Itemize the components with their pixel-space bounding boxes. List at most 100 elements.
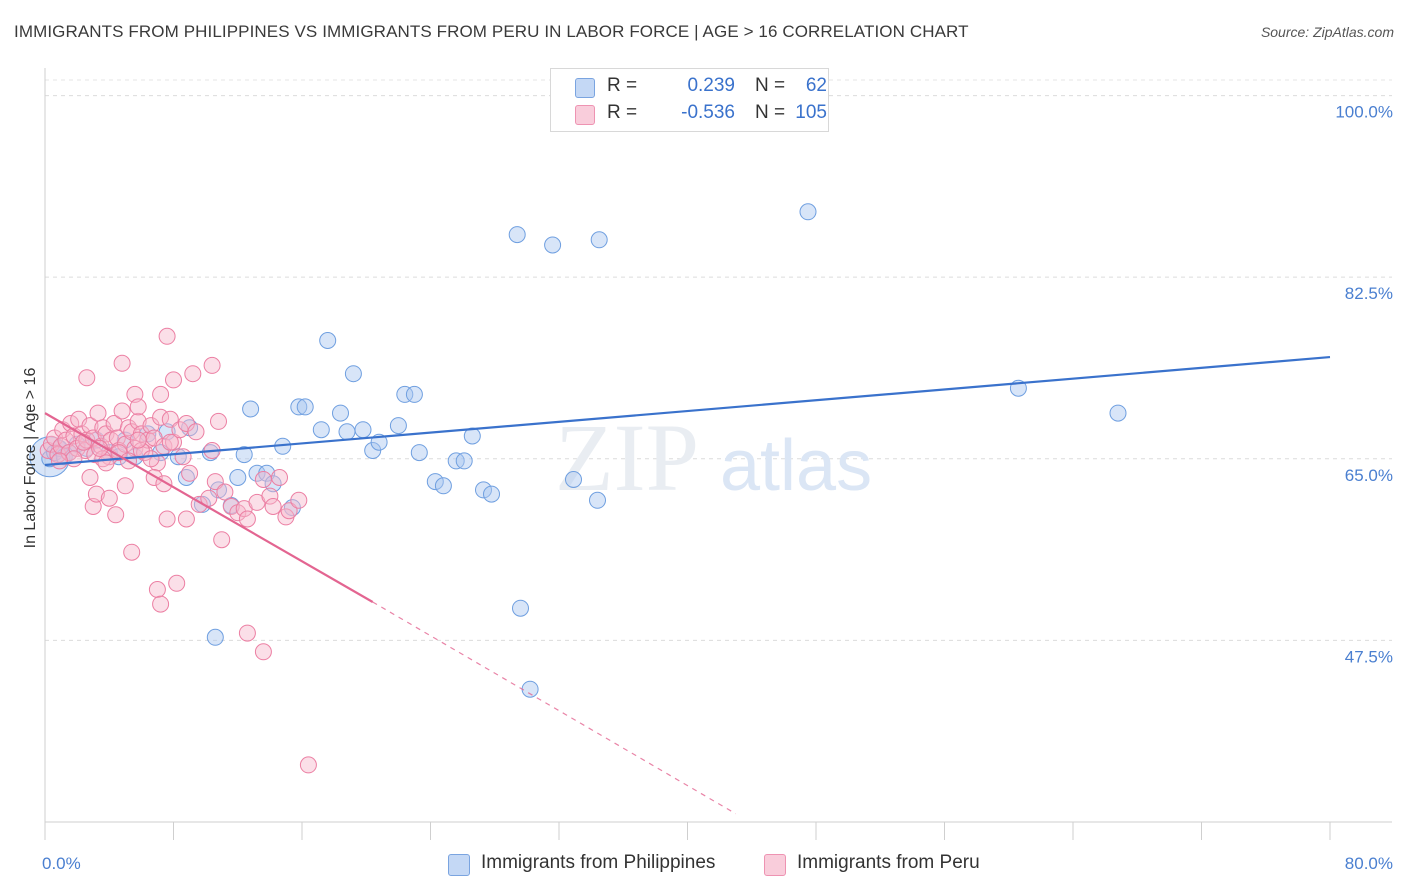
data-point-peru xyxy=(203,356,221,374)
trend-line-peru xyxy=(44,412,374,603)
legend-n-value: 105 xyxy=(795,102,827,123)
data-point-philippines xyxy=(332,404,349,422)
data-point-philippines xyxy=(248,464,266,482)
y-axis-label: In Labor Force | Age > 16 xyxy=(22,368,39,549)
data-point-peru xyxy=(113,354,131,372)
legend-r-label: R = xyxy=(607,75,638,96)
data-point-philippines xyxy=(242,400,260,418)
data-point-peru xyxy=(168,574,186,592)
data-point-philippines xyxy=(512,599,529,617)
data-point-philippines xyxy=(463,427,481,445)
data-point-philippines xyxy=(483,485,500,503)
data-point-peru xyxy=(187,423,205,441)
data-point-peru xyxy=(206,473,224,491)
trend-lines xyxy=(44,355,1331,815)
data-point-peru xyxy=(97,454,115,472)
source-label: Source: ZipAtlas.com xyxy=(1260,24,1394,40)
data-point-peru xyxy=(165,371,182,389)
data-point-peru xyxy=(181,464,199,482)
legend-r-value: -0.536 xyxy=(681,102,735,123)
data-point-peru xyxy=(280,502,298,520)
data-point-philippines xyxy=(389,417,407,435)
axes xyxy=(44,68,1392,840)
data-point-peru xyxy=(271,469,288,486)
data-point-philippines xyxy=(475,481,492,499)
data-point-philippines xyxy=(396,385,414,403)
data-point-peru xyxy=(213,531,231,549)
data-point-peru xyxy=(129,398,147,416)
data-point-philippines xyxy=(344,365,362,383)
data-point-peru xyxy=(100,489,118,507)
watermark-atlas: atlas xyxy=(720,426,872,506)
data-point-peru xyxy=(174,448,192,466)
gridlines xyxy=(45,79,1392,641)
data-point-philippines xyxy=(521,680,539,698)
data-point-peru xyxy=(152,385,170,403)
series-swatch-peru xyxy=(764,854,786,876)
data-point-peru xyxy=(264,498,282,515)
data-point-philippines xyxy=(319,332,337,349)
data-point-philippines xyxy=(1109,404,1127,422)
y-tick-label: 47.5% xyxy=(1345,647,1393,666)
data-point-philippines xyxy=(590,231,608,249)
correlation-legend: R = 0.239 N = 62 R = -0.536 N = 105 xyxy=(550,68,829,132)
data-point-peru xyxy=(161,410,179,428)
data-point-peru xyxy=(158,327,176,345)
series-swatch-philippines xyxy=(448,854,470,876)
legend-swatch-philippines xyxy=(575,78,595,98)
data-point-peru xyxy=(177,510,195,528)
data-point-peru xyxy=(222,498,240,515)
data-point-peru xyxy=(142,450,160,468)
data-point-peru xyxy=(116,477,134,495)
data-point-peru xyxy=(210,412,227,430)
legend-n-label: N = xyxy=(755,75,786,96)
data-point-philippines xyxy=(434,477,452,495)
data-point-peru xyxy=(158,510,176,528)
data-point-peru xyxy=(65,450,83,468)
data-point-peru xyxy=(126,385,144,403)
watermark-zip: ZIP xyxy=(555,404,699,511)
data-points xyxy=(29,203,1127,774)
series-legend: Immigrants from Philippines Immigrants f… xyxy=(0,852,1406,878)
data-point-peru xyxy=(254,471,272,488)
data-point-peru xyxy=(81,469,99,486)
data-point-peru xyxy=(51,452,68,470)
data-point-peru xyxy=(299,756,317,774)
data-point-peru xyxy=(75,433,92,451)
data-point-philippines xyxy=(283,499,301,517)
data-point-peru xyxy=(200,489,218,507)
data-point-peru xyxy=(123,543,141,561)
data-point-peru xyxy=(89,404,107,422)
y-tick-label: 82.5% xyxy=(1345,284,1393,303)
y-tick-labels: 100.0% 82.5% 65.0% 47.5% xyxy=(1335,103,1393,667)
data-point-peru xyxy=(139,431,157,449)
legend-r-value: 0.239 xyxy=(687,75,735,96)
data-point-peru xyxy=(261,487,279,505)
data-point-philippines xyxy=(544,236,562,254)
x-tick-label: 80.0% xyxy=(1345,854,1393,873)
y-tick-label: 100.0% xyxy=(1335,103,1393,122)
data-point-peru xyxy=(129,431,147,449)
trend-line-peru-extension xyxy=(372,601,736,815)
data-point-philippines xyxy=(235,446,253,464)
data-point-peru xyxy=(113,402,131,420)
y-tick-label: 65.0% xyxy=(1345,466,1393,485)
data-point-philippines xyxy=(312,421,330,439)
series-label-peru: Immigrants from Peru xyxy=(797,852,980,873)
x-tick-label: 0.0% xyxy=(42,854,81,873)
legend-n-label: N = xyxy=(755,102,786,123)
chart-title: IMMIGRANTS FROM PHILIPPINES VS IMMIGRANT… xyxy=(14,22,969,41)
data-point-philippines xyxy=(296,398,314,416)
watermark: ZIP atlas xyxy=(555,404,872,511)
legend-swatch-peru xyxy=(575,105,595,125)
data-point-philippines xyxy=(426,473,444,491)
data-point-philippines xyxy=(455,452,473,470)
data-point-peru xyxy=(152,595,170,613)
trend-line-philippines xyxy=(44,355,1331,467)
data-point-philippines xyxy=(338,423,356,441)
data-point-peru xyxy=(238,510,256,528)
data-point-peru xyxy=(161,433,179,451)
legend-r-label: R = xyxy=(607,102,638,123)
data-point-philippines xyxy=(410,444,428,462)
